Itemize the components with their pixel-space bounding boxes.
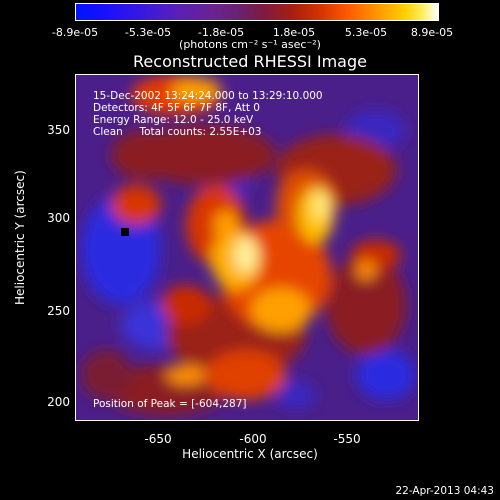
energy-range: Energy Range: 12.0 - 25.0 keV: [93, 114, 254, 126]
colorbar-tick: -5.3e-05: [124, 26, 172, 39]
timestamp: 22-Apr-2013 04:43: [395, 485, 494, 497]
clean-counts: Clean Total counts: 2.55E+03: [93, 126, 262, 138]
min-marker: [121, 228, 129, 236]
y-tick: 250: [47, 304, 70, 318]
y-tick: 200: [47, 395, 70, 409]
plot-title: Reconstructed RHESSI Image: [133, 52, 367, 71]
rhessi-image: [75, 74, 419, 421]
colorbar-tick: -8.9e-05: [51, 26, 99, 39]
y-tick: 300: [47, 211, 70, 225]
detectors-info: Detectors: 4F 5F 6F 7F 8F, Att 0: [93, 102, 260, 114]
y-axis-label: Heliocentric Y (arcsec): [13, 170, 27, 305]
colorbar-tick: 1.8e-05: [272, 26, 316, 39]
x-tick: -550: [333, 432, 361, 446]
colorbar-tick: -1.8e-05: [197, 26, 245, 39]
x-tick: -600: [239, 432, 267, 446]
colorbar: [75, 3, 439, 21]
peak-position: Position of Peak = [-604,287]: [93, 398, 247, 410]
colorbar-tick: 5.3e-05: [344, 26, 388, 39]
y-tick: 350: [47, 123, 70, 137]
rhessi-image-map: [76, 75, 418, 420]
colorbar-tick: 8.9e-05: [410, 26, 454, 39]
colorbar-units: (photons cm⁻² s⁻¹ asec⁻²): [179, 38, 321, 51]
time-range: 15-Dec-2002 13:24:24.000 to 13:29:10.000: [93, 90, 323, 102]
x-tick: -650: [144, 432, 172, 446]
x-axis-label: Heliocentric X (arcsec): [182, 447, 318, 461]
